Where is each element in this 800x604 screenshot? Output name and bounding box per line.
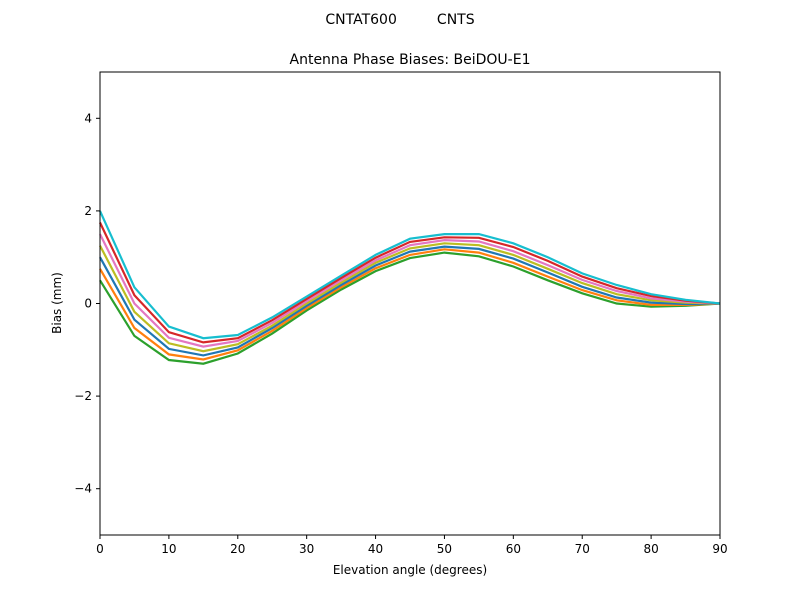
y-tick-label: −2 — [74, 389, 92, 403]
y-tick-label: −4 — [74, 482, 92, 496]
y-tick-label: 2 — [84, 204, 92, 218]
series-line-0 — [99, 251, 721, 365]
x-tick-label: 20 — [230, 542, 245, 556]
y-ticks: −4 −2 0 2 4 — [74, 111, 100, 496]
x-tick-label: 70 — [575, 542, 590, 556]
series-line-4 — [99, 233, 721, 348]
series-line-2 — [99, 245, 721, 357]
x-tick-label: 10 — [161, 542, 176, 556]
x-tick-label: 30 — [299, 542, 314, 556]
series-line-6 — [98, 210, 721, 340]
y-axis-label: Bias (mm) — [50, 272, 64, 334]
x-tick-label: 60 — [506, 542, 521, 556]
x-tick-label: 90 — [712, 542, 727, 556]
chart-suptitle: CNTAT600 CNTS — [325, 12, 474, 28]
series-lines — [98, 210, 721, 365]
y-tick-label: 4 — [84, 111, 92, 125]
x-ticks: 0 10 20 30 40 50 60 70 80 90 — [96, 535, 728, 556]
series-line-5 — [99, 222, 721, 344]
series-line-3 — [99, 242, 721, 353]
y-tick-label: 0 — [84, 297, 92, 311]
x-tick-label: 80 — [643, 542, 658, 556]
x-tick-label: 40 — [368, 542, 383, 556]
chart-title: Antenna Phase Biases: BeiDOU-E1 — [290, 52, 531, 68]
series-line-1 — [99, 248, 721, 361]
x-axis-label: Elevation angle (degrees) — [333, 563, 487, 577]
x-tick-label: 0 — [96, 542, 104, 556]
x-tick-label: 50 — [437, 542, 452, 556]
